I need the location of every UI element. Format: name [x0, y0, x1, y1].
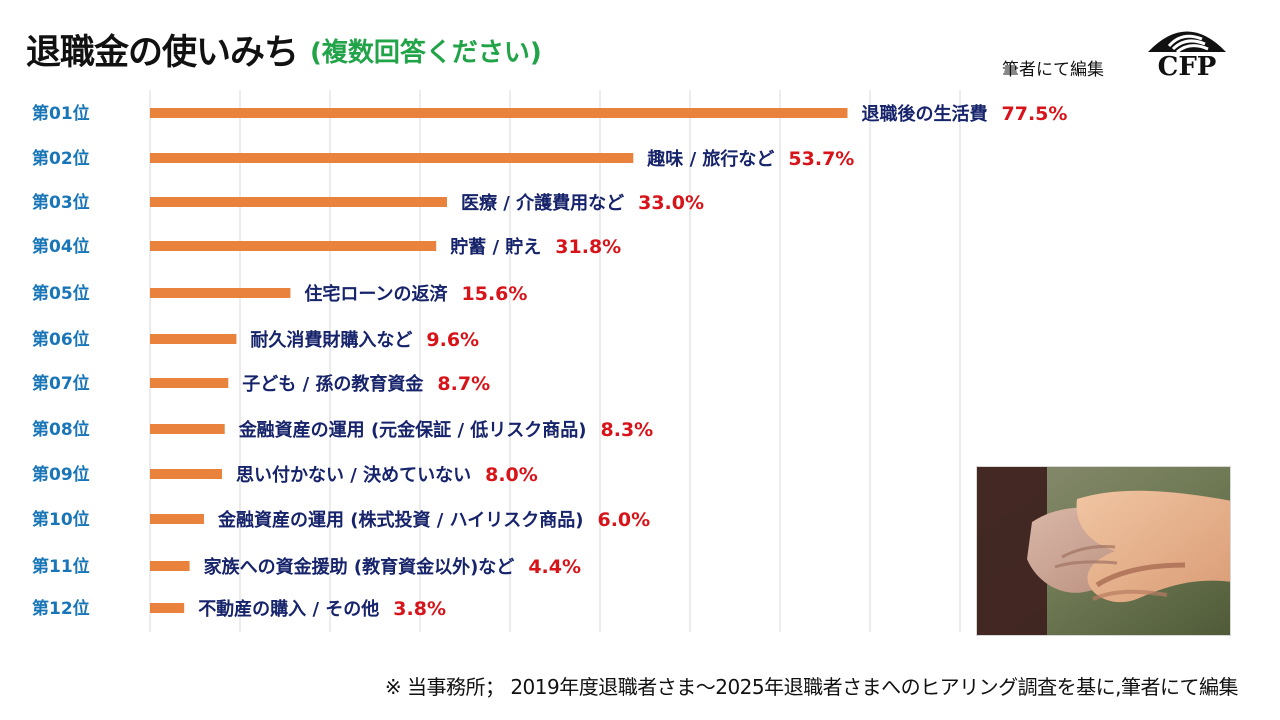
value-label: 8.3% — [601, 419, 654, 441]
bar — [150, 108, 848, 118]
rank-label: 第12位 — [32, 598, 90, 619]
bar-label: 住宅ローンの返済 15.6% — [304, 283, 527, 305]
value-label: 53.7% — [788, 148, 854, 170]
value-label: 8.7% — [437, 373, 490, 395]
bar — [150, 424, 225, 434]
category-label: 金融資産の運用 (株式投資 / ハイリスク商品) — [217, 509, 583, 531]
rank-label: 第01位 — [32, 103, 90, 124]
source-note: ※ 当事務所； 2019年度退職者さま～2025年退職者さまへのヒアリング調査を… — [384, 675, 1239, 699]
rank-label: 第08位 — [32, 419, 90, 440]
bar — [150, 603, 185, 613]
bar — [150, 288, 291, 298]
value-label: 31.8% — [555, 236, 621, 258]
value-label: 6.0% — [597, 509, 650, 531]
title-subtitle: (複数回答ください) — [310, 38, 542, 68]
rank-label: 第05位 — [32, 283, 90, 304]
bar — [150, 378, 229, 388]
category-label: 思い付かない / 決めていない — [236, 464, 471, 486]
logo-text: CFP — [1158, 52, 1217, 79]
holding-hands-photo — [976, 466, 1231, 636]
category-label: 不動産の購入 / その他 — [198, 598, 379, 620]
editor-note: 筆者にて編集 — [1002, 60, 1104, 80]
bar — [150, 469, 222, 479]
category-label: 家族への資金援助 (教育資金以外)など — [204, 556, 515, 578]
value-label: 9.6% — [426, 329, 479, 351]
bar — [150, 514, 204, 524]
rank-label: 第10位 — [32, 509, 90, 530]
rank-label: 第04位 — [32, 236, 90, 257]
category-label: 趣味 / 旅行など — [646, 148, 774, 170]
cfp-logo-mark: CFP — [1148, 31, 1226, 79]
bar-label: 思い付かない / 決めていない 8.0% — [236, 464, 538, 486]
category-label: 医療 / 介護費用など — [461, 192, 624, 214]
cfp-logo: CFP — [1140, 21, 1234, 79]
value-label: 3.8% — [393, 598, 446, 620]
value-label: 15.6% — [462, 283, 528, 305]
category-label: 金融資産の運用 (元金保証 / 低リスク商品) — [238, 419, 587, 441]
bar-label: 退職後の生活費 77.5% — [862, 103, 1068, 125]
bar — [150, 197, 447, 207]
value-label: 8.0% — [485, 464, 538, 486]
bar-label: 子ども / 孫の教育資金 8.7% — [242, 373, 490, 395]
rank-label: 第07位 — [32, 373, 90, 394]
chart-gridlines — [149, 90, 961, 632]
bar-label: 貯蓄 / 貯え 31.8% — [450, 236, 621, 258]
bar-label: 家族への資金援助 (教育資金以外)など 4.4% — [204, 556, 581, 578]
holding-hands-image — [977, 467, 1230, 635]
rank-label: 第03位 — [32, 192, 90, 213]
rank-label: 第09位 — [32, 464, 90, 485]
bar-label: 医療 / 介護費用など 33.0% — [461, 192, 704, 214]
title-main: 退職金の使いみち — [26, 33, 299, 73]
category-label: 退職後の生活費 — [862, 103, 988, 125]
chart-bars — [150, 108, 848, 613]
bar — [150, 561, 190, 571]
bar-label: 不動産の購入 / その他 3.8% — [198, 598, 446, 620]
rank-label: 第11位 — [32, 556, 90, 577]
bar-label: 趣味 / 旅行など 53.7% — [646, 148, 854, 170]
value-label: 77.5% — [1002, 103, 1068, 125]
rank-label: 第02位 — [32, 148, 90, 169]
bar-label: 耐久消費財購入など 9.6% — [250, 329, 479, 351]
chart-rank-labels: 第01位第02位第03位第04位第05位第06位第07位第08位第09位第10位… — [32, 103, 90, 619]
category-label: 子ども / 孫の教育資金 — [242, 373, 424, 395]
rank-label: 第06位 — [32, 329, 90, 350]
category-label: 耐久消費財購入など — [250, 329, 412, 351]
bar — [150, 334, 237, 344]
category-label: 住宅ローンの返済 — [304, 283, 448, 305]
bar-label: 金融資産の運用 (株式投資 / ハイリスク商品) 6.0% — [217, 509, 650, 531]
bar — [150, 241, 437, 251]
page-title: 退職金の使いみち (複数回答ください) — [26, 24, 542, 75]
value-label: 4.4% — [528, 556, 581, 578]
bar — [150, 153, 634, 163]
category-label: 貯蓄 / 貯え — [450, 236, 541, 258]
chart-bar-labels: 退職後の生活費 77.5% 趣味 / 旅行など 53.7% 医療 / 介護費用など 33.… — [198, 103, 1067, 620]
bar-label: 金融資産の運用 (元金保証 / 低リスク商品) 8.3% — [238, 419, 654, 441]
value-label: 33.0% — [638, 192, 704, 214]
